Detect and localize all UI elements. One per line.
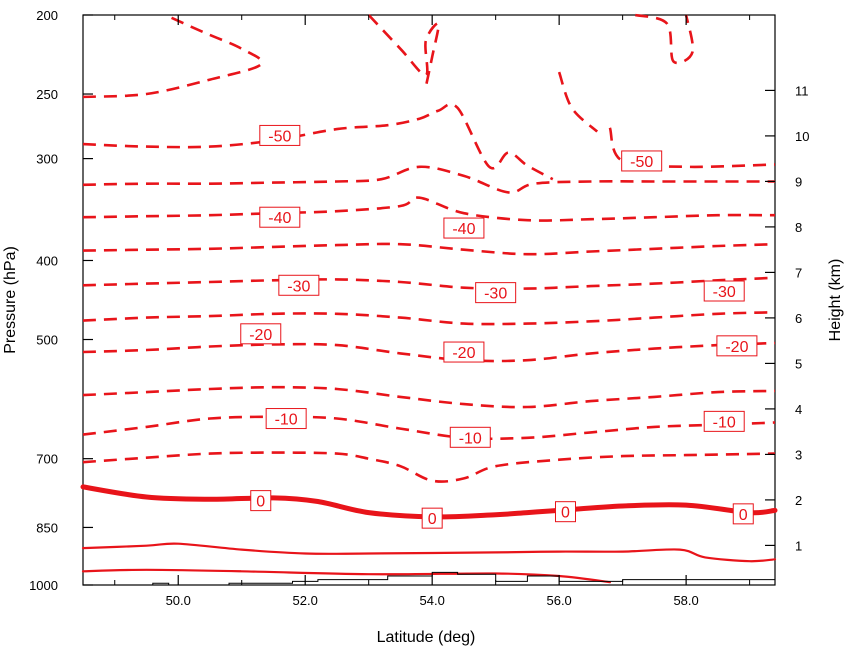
pressure-tick-label: 700 — [36, 452, 58, 467]
contour-label: -30 — [484, 286, 507, 303]
contour-label-box — [421, 507, 443, 529]
pressure-tick-label: 850 — [36, 520, 58, 535]
pressure-tick-label: 250 — [36, 87, 58, 102]
contour-label-box — [554, 501, 576, 523]
contour-line — [82, 165, 775, 194]
contour-line — [80, 484, 778, 520]
contour-label: -40 — [268, 210, 291, 227]
contour-label-box — [250, 490, 272, 512]
height-tick-label: 1 — [795, 538, 802, 553]
height-tick-label: 5 — [795, 356, 802, 371]
contour-label: -20 — [452, 345, 475, 362]
x-tick-label: 50.0 — [166, 593, 191, 608]
x-tick-label: 52.0 — [293, 593, 318, 608]
y-axis-title-right: Height (km) — [827, 259, 844, 342]
height-tick-label: 2 — [795, 493, 802, 508]
contour-lines — [80, 13, 778, 584]
contour-label: -20 — [725, 339, 748, 356]
contour-label: -50 — [630, 154, 653, 171]
height-tick-label: 3 — [795, 447, 802, 462]
contour-label: -10 — [275, 412, 298, 429]
contour-line — [82, 385, 776, 409]
contour-line — [82, 196, 776, 222]
x-tick-label: 58.0 — [673, 593, 698, 608]
height-tick-label: 9 — [795, 174, 802, 189]
contour-line — [82, 451, 776, 483]
contour-line — [81, 542, 777, 563]
contour-line — [634, 13, 695, 65]
contour-label: 0 — [739, 507, 748, 524]
height-tick-label: 7 — [795, 265, 802, 280]
y-axis-title-left: Pressure (hPa) — [2, 246, 19, 354]
contour-label-box — [703, 410, 745, 432]
contour-line — [82, 341, 776, 363]
contour-label-box — [621, 150, 663, 172]
contour-label-box — [716, 335, 758, 357]
plot-frame — [82, 14, 776, 586]
contour-line — [82, 311, 776, 326]
height-tick-label: 8 — [795, 220, 802, 235]
contour-label-box — [278, 274, 320, 296]
contour-label-box — [265, 408, 307, 430]
height-tick-label: 4 — [795, 402, 802, 417]
contour-labels: 0 0 0 0 -10 -10 -10 -20 -20 -20 -30 -30 -30 -40 -40 -50… — [240, 124, 758, 529]
pressure-tick-label: 400 — [36, 253, 58, 268]
pressure-tick-label: 500 — [36, 333, 58, 348]
contour-label-box — [259, 124, 301, 146]
plot-area — [82, 14, 776, 586]
pressure-tick-label: 200 — [36, 8, 58, 23]
contour-label: -30 — [287, 278, 310, 295]
contour-line — [367, 14, 440, 88]
contour-label: 0 — [256, 494, 265, 511]
contour-label: -40 — [452, 221, 475, 238]
x-axis-title: Latitude (deg) — [377, 629, 476, 646]
contour-label-box — [240, 323, 282, 345]
contour-label-box — [259, 206, 301, 228]
contour-label: -10 — [713, 414, 736, 431]
x-tick-label: 56.0 — [546, 593, 571, 608]
pressure-tick-label: 1000 — [29, 578, 58, 593]
contour-label: 0 — [561, 505, 570, 522]
contour-line — [82, 415, 776, 441]
contour-label: -30 — [713, 284, 736, 301]
contour-line — [82, 13, 264, 99]
contour-line — [557, 71, 599, 133]
contour-label: 0 — [428, 511, 437, 528]
contour-label-box — [443, 217, 485, 239]
contour-label: -10 — [459, 430, 482, 447]
x-tick-label: 54.0 — [420, 593, 445, 608]
contour-line — [82, 242, 776, 256]
contour-line — [82, 102, 554, 181]
height-tick-label: 6 — [795, 311, 802, 326]
contour-label-box — [732, 503, 754, 525]
axes: 50.0 52.0 54.0 56.0 58.020025030040050070085… — [29, 8, 809, 608]
contour-label: -20 — [249, 327, 272, 344]
contour-label-box — [703, 280, 745, 302]
contour-line — [82, 276, 776, 290]
pressure-tick-label: 300 — [36, 152, 58, 167]
contour-label-box — [475, 282, 517, 304]
contour-label-box — [443, 341, 485, 363]
height-tick-label: 11 — [795, 83, 809, 98]
contour-label-box — [449, 426, 491, 448]
height-tick-label: 10 — [795, 129, 809, 144]
contour-label: -50 — [268, 128, 291, 145]
